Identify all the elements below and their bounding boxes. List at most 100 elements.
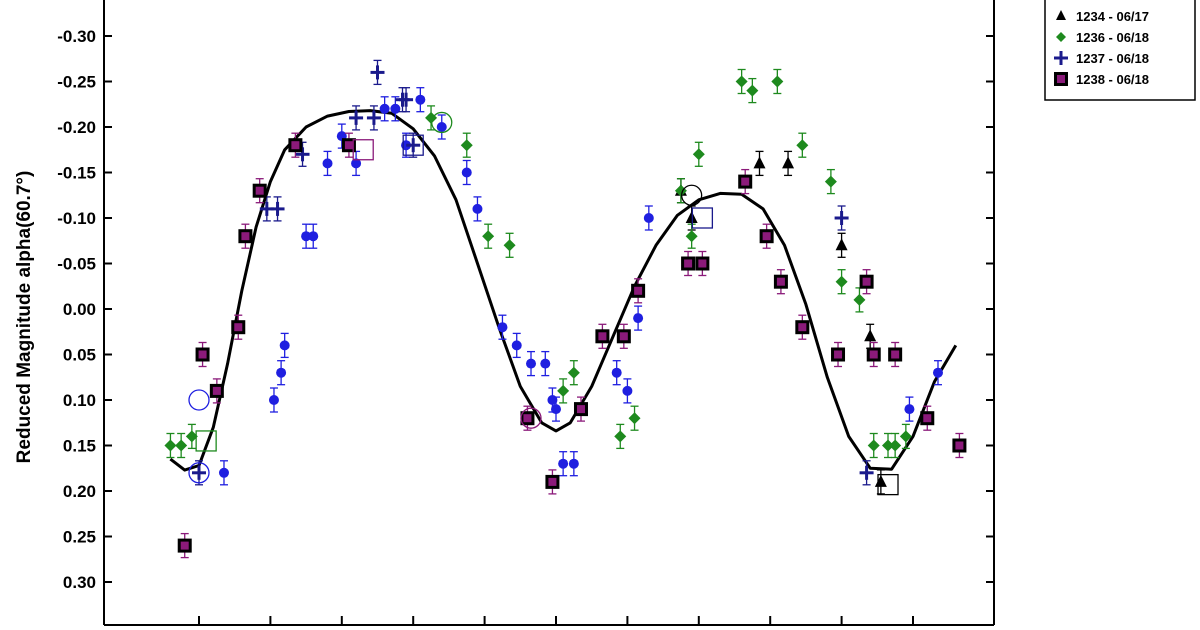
marker-inner <box>241 232 250 241</box>
marker-inner <box>548 477 557 486</box>
marker <box>867 439 880 452</box>
marker <box>185 430 198 443</box>
marker <box>567 366 580 379</box>
data-point <box>351 150 362 177</box>
data-point <box>904 396 915 422</box>
marker <box>164 439 177 452</box>
data-point <box>406 132 421 158</box>
marker <box>864 329 877 342</box>
y-tick-label: -0.05 <box>57 255 96 274</box>
data-point <box>558 451 569 477</box>
marker <box>511 340 522 351</box>
data-point <box>482 223 495 249</box>
data-point <box>753 150 766 177</box>
highlight-circle <box>188 389 210 411</box>
y-tick-label: 0.30 <box>63 573 96 592</box>
marker <box>685 230 698 243</box>
data-point <box>218 460 229 486</box>
data-point <box>631 278 646 304</box>
data-point <box>460 132 473 158</box>
legend-item: 1238 - 06/18 <box>1054 72 1149 87</box>
marker-inner <box>834 350 843 359</box>
y-tick-label: 0.25 <box>63 528 96 547</box>
marker <box>614 430 627 443</box>
marker-inner <box>862 277 871 286</box>
marker-inner <box>576 405 585 414</box>
data-point <box>301 223 312 249</box>
marker <box>218 467 229 478</box>
highlight-circle <box>188 462 210 484</box>
data-point <box>835 269 848 295</box>
y-tick-label: -0.20 <box>57 118 96 137</box>
data-point <box>366 105 381 131</box>
data-point <box>195 341 210 368</box>
marker <box>899 430 912 443</box>
data-points <box>164 59 967 559</box>
highlight-circle <box>520 407 542 429</box>
data-point <box>573 396 588 422</box>
legend-marker <box>1056 32 1066 42</box>
y-tick-label: -0.25 <box>57 73 96 92</box>
data-point <box>399 87 414 113</box>
marker <box>482 230 495 243</box>
data-point <box>616 323 631 349</box>
data-point <box>874 469 887 495</box>
marker <box>835 238 848 251</box>
marker <box>322 158 333 169</box>
data-point <box>511 332 522 359</box>
legend-label: 1238 - 06/18 <box>1076 72 1149 87</box>
marker <box>308 231 319 242</box>
data-point <box>633 305 644 331</box>
marker-inner <box>741 177 750 186</box>
data-point <box>771 68 784 95</box>
highlight-square <box>195 430 217 452</box>
marker-inner <box>762 232 771 241</box>
marker-inner <box>291 141 300 150</box>
axes <box>103 0 995 626</box>
y-tick-label: -0.30 <box>57 27 96 46</box>
data-point <box>759 223 774 249</box>
marker <box>611 367 622 378</box>
marker-inner <box>598 332 607 341</box>
marker <box>685 211 698 223</box>
data-point <box>628 405 641 431</box>
marker <box>932 367 943 378</box>
data-point <box>341 132 356 158</box>
marker <box>425 111 438 124</box>
data-point <box>643 205 654 231</box>
y-tick-label: 0.00 <box>63 300 96 319</box>
y-ticks: -0.30 -0.25 -0.20 -0.15 -0.10 -0.05 0.00 0.05 0.… <box>57 27 994 592</box>
data-point <box>503 232 516 258</box>
marker <box>853 293 866 306</box>
legend-box <box>1044 0 1196 101</box>
y-tick-label: 0.15 <box>63 437 96 456</box>
marker <box>904 404 915 415</box>
marker <box>824 175 837 188</box>
marker-inner <box>619 332 628 341</box>
data-point <box>782 150 795 177</box>
data-point <box>674 178 687 204</box>
marker-inner <box>923 414 932 423</box>
data-point <box>738 168 753 195</box>
data-point <box>268 387 279 413</box>
data-point <box>322 150 333 177</box>
legend-item: 1236 - 06/18 <box>1056 30 1149 45</box>
data-point <box>415 87 426 113</box>
data-point <box>177 532 192 559</box>
marker <box>276 367 287 378</box>
marker-inner <box>955 441 964 450</box>
marker <box>540 358 551 369</box>
legend-item: 1234 - 06/17 <box>1056 9 1149 24</box>
data-point <box>238 223 253 249</box>
data-point <box>308 223 319 249</box>
marker <box>557 384 570 397</box>
marker <box>633 313 644 324</box>
data-point <box>859 269 874 295</box>
marker <box>882 439 895 452</box>
data-point <box>834 205 849 231</box>
marker <box>472 203 483 214</box>
legend: 1234 - 06/17 1236 - 06/18 1237 - 06/18 1238… <box>1044 0 1196 101</box>
marker <box>460 139 473 152</box>
data-point <box>611 360 622 386</box>
